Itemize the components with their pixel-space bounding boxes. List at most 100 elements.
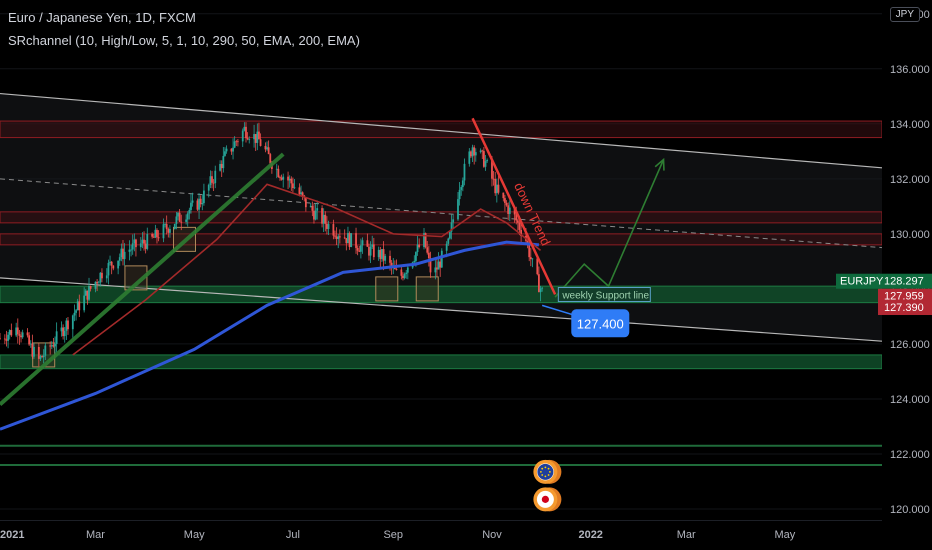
candle-body [280,177,283,180]
candle-body [152,236,155,238]
candle-body [528,243,531,258]
candle-body [350,233,353,248]
x-tick-label-7: Mar [677,529,696,541]
candle-body [413,260,416,263]
candle-body [439,261,442,268]
candle-body [402,275,404,279]
japan-flag-icon[interactable] [533,487,562,512]
candle-body [41,356,43,358]
candle-body [538,274,540,293]
pivot-box-2 [375,276,399,302]
candle-body [28,335,31,345]
channel-upper-line [0,92,883,169]
candle-body [359,245,362,252]
candle-body [382,249,385,261]
x-tick-label-6: 2022 [578,529,602,541]
pivot-box-3 [415,276,439,302]
candle-body [531,258,534,260]
candle-body [71,315,74,330]
candle-body [0,338,1,340]
candle-body [337,236,340,239]
eu-flag-star [544,466,547,469]
candle-body [143,239,145,244]
y-tick-label-8: 122.000 [890,449,930,461]
candle-body [254,134,257,143]
y-tick-label-3: 132.000 [890,174,930,186]
candle-body [253,134,255,140]
candle-body [515,214,518,221]
candle-body [188,209,191,214]
candle-body [403,274,406,279]
candle-body [366,240,369,247]
y-tick-label-7: 124.000 [890,394,930,406]
candle-body [347,233,349,244]
candle-body [482,151,485,167]
uptrend-line [0,152,285,406]
candle-body [5,339,8,341]
candle-body [267,147,270,155]
candle-body [282,176,285,180]
candle-body [461,180,464,188]
candle-body [97,282,100,284]
candle-body [311,205,314,211]
time-axis-bg [0,520,932,550]
candle-body [201,203,204,205]
candle-body [384,255,387,261]
candle-body [241,130,244,142]
candle-body [21,332,24,338]
projection-path [554,159,665,298]
candle-body [379,249,382,259]
candle-body [313,210,315,220]
candle-body [165,224,168,230]
candle-body [316,208,319,211]
candle-body [368,246,370,256]
candle-body [539,288,542,293]
candle-body [50,345,53,347]
currency-badge[interactable]: JPY [889,7,920,22]
candle-body [154,229,157,238]
candle-body [220,163,223,169]
candle-body [16,327,19,335]
price-tag-2 [878,300,932,316]
downtrend-line [471,117,557,295]
candle-body [31,343,34,357]
candle-body [209,176,212,185]
candle-body [225,148,228,152]
candle-body [492,178,495,180]
candle-body [107,262,110,276]
candle-body [361,240,364,246]
x-tick-label-8: May [775,529,796,541]
candle-body [264,145,267,150]
candle-body [338,236,341,238]
candle-body [300,192,302,195]
eu-flag-star [547,467,550,470]
candle-body [67,320,69,330]
eu-flag-icon[interactable] [533,459,562,484]
candle-body [60,327,63,332]
candle-body [400,269,403,276]
candle-body [211,176,213,183]
candle-body [236,141,239,143]
candle-body [162,224,165,239]
candle-body [345,238,348,244]
candle-body [258,131,260,140]
candle-body [390,262,393,267]
candle-body [516,220,519,223]
candle-body [395,269,398,270]
candle-body [479,150,482,153]
candle-body [219,163,221,171]
candle-body [141,239,144,244]
candle-body [314,210,317,220]
candle-body [292,183,294,189]
ema-200-line [0,240,540,431]
candle-body [505,202,508,206]
candle-body [259,139,262,146]
price-tag-label-1: 127.959 [884,291,924,303]
candle-body [494,178,497,194]
candle-body [75,310,77,313]
candle-body [3,338,6,340]
eu-flag-star [547,474,550,476]
candle-body [372,244,375,258]
candle-body [235,141,238,143]
